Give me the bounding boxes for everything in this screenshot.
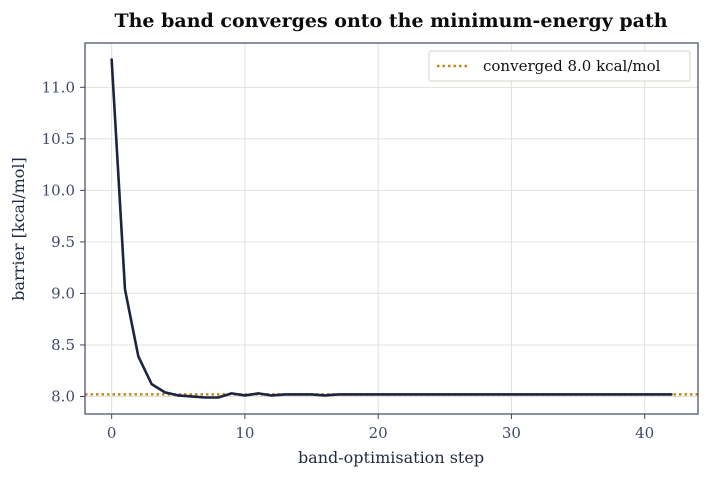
x-tick-label: 30 [502,424,521,442]
x-tick-label: 20 [369,424,388,442]
series-layer [110,58,673,399]
y-tick-label: 10.5 [42,130,75,148]
barrier-series-line [110,58,673,399]
legend: converged 8.0 kcal/mol [428,50,691,82]
x-axis-label: band-optimisation step [298,448,484,467]
legend-entry-label: converged 8.0 kcal/mol [483,57,661,75]
y-tick-label: 8.5 [51,336,75,354]
x-axis-ticks: 0 10 20 30 40 [107,414,654,442]
chart-title: The band converges onto the minimum-ener… [114,10,667,32]
x-tick-label: 40 [635,424,654,442]
y-tick-label: 10.0 [42,181,75,199]
grid-lines [85,43,698,414]
y-tick-label: 9.0 [51,284,75,302]
y-tick-label: 9.5 [51,233,75,251]
y-tick-label: 8.0 [51,387,75,405]
legend-box [428,50,691,82]
y-tick-label: 11.0 [42,78,75,96]
y-axis-label: barrier [kcal/mol] [9,157,28,301]
x-tick-label: 10 [235,424,254,442]
y-axis-ticks: 8.0 8.5 9.0 9.5 10.0 10.5 11.0 [42,78,85,405]
plot-frame [84,42,699,415]
x-tick-label: 0 [107,424,117,442]
